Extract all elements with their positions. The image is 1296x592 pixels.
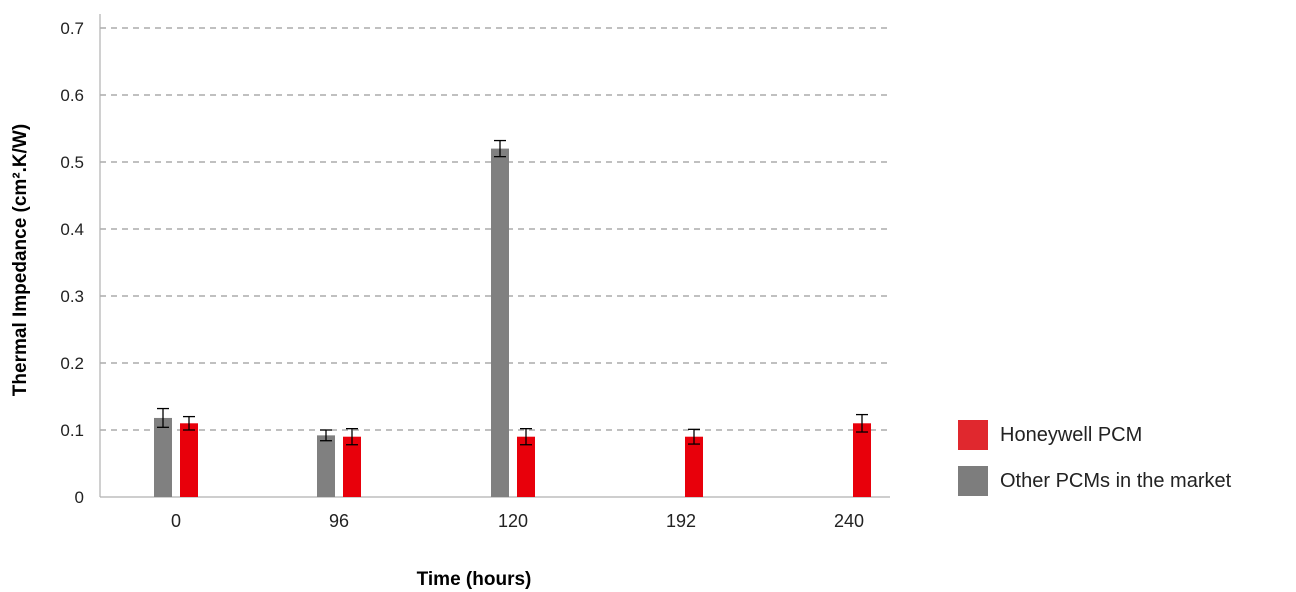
legend-swatch-other [958, 466, 988, 496]
x-tick-labels: 0 96 120 192 240 [171, 511, 864, 531]
legend-label-other: Other PCMs in the market [1000, 469, 1232, 492]
y-tick-label: 0.6 [60, 86, 84, 105]
y-tick-label: 0.4 [60, 220, 84, 239]
bar-honeywell-pcm [343, 436, 361, 497]
y-tick-labels: 0 0.1 0.2 0.3 0.4 0.5 0.6 0.7 [60, 19, 84, 507]
x-tick-label: 96 [329, 511, 349, 531]
legend-item-honeywell: Honeywell PCM [958, 420, 1231, 450]
x-axis-title: Time (hours) [417, 569, 532, 590]
legend: Honeywell PCM Other PCMs in the market [958, 420, 1231, 512]
bars [154, 148, 871, 497]
x-tick-label: 0 [171, 511, 181, 531]
bar-honeywell-pcm [685, 436, 703, 497]
y-tick-label: 0.3 [60, 287, 84, 306]
bar-other-pcm [154, 417, 172, 497]
legend-item-other: Other PCMs in the market [958, 466, 1231, 496]
y-axis-title: Thermal Impedance (cm².K/W) [10, 124, 31, 396]
y-tick-label: 0 [75, 488, 84, 507]
y-tick-label: 0.1 [60, 421, 84, 440]
x-tick-label: 240 [834, 511, 864, 531]
bar-other-pcm [317, 435, 335, 497]
y-tick-label: 0.5 [60, 153, 84, 172]
bar-honeywell-pcm [517, 436, 535, 497]
error-bars [157, 139, 868, 446]
y-tick-label: 0.7 [60, 19, 84, 38]
x-tick-label: 192 [666, 511, 696, 531]
legend-label-honeywell: Honeywell PCM [1000, 423, 1143, 446]
y-tick-label: 0.2 [60, 354, 84, 373]
x-tick-label: 120 [498, 511, 528, 531]
bar-honeywell-pcm [853, 423, 871, 497]
bar-other-pcm [491, 148, 509, 497]
bar-honeywell-pcm [180, 423, 198, 497]
legend-swatch-honeywell [958, 420, 988, 450]
